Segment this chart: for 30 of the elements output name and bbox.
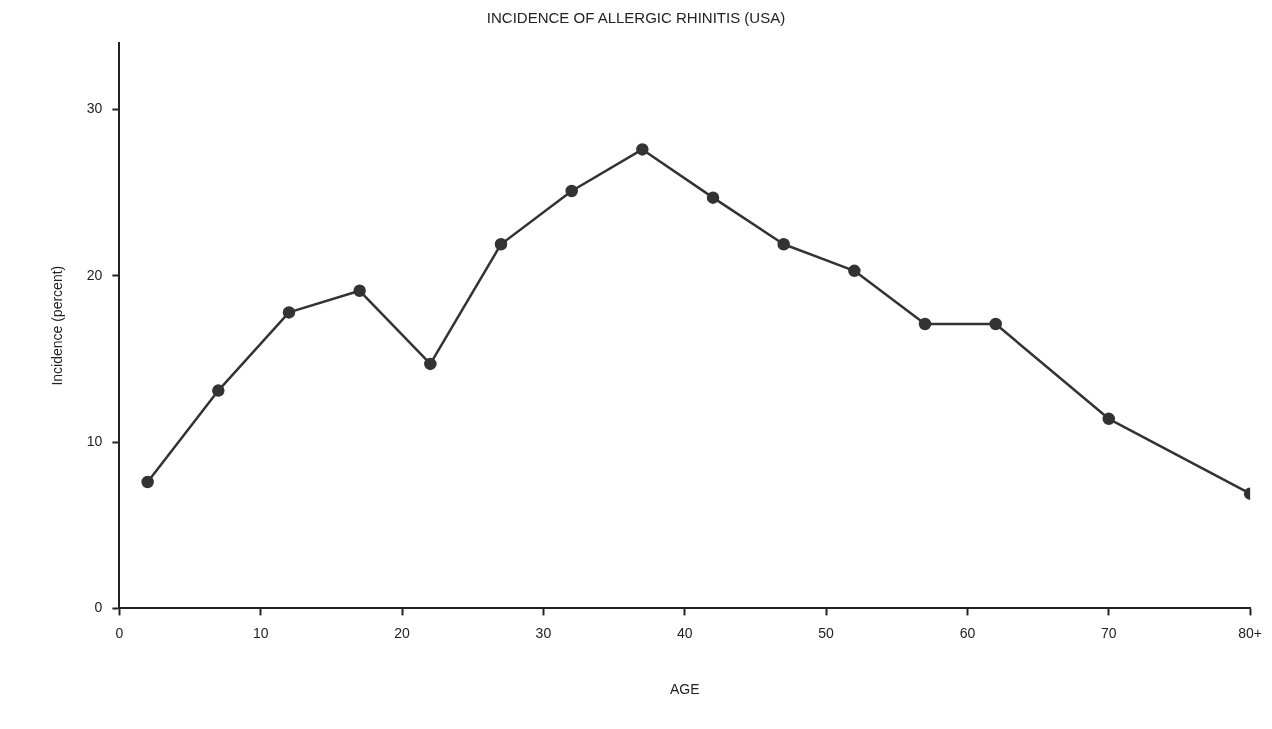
x-tick-label: 80+ — [1238, 624, 1262, 641]
point — [1102, 412, 1116, 426]
point — [989, 317, 1002, 331]
point — [706, 191, 720, 204]
x-tick-label: 70 — [1100, 624, 1117, 641]
y-tick-label: 30 — [86, 100, 103, 117]
y-tick-label: 20 — [86, 266, 103, 283]
point — [282, 306, 296, 319]
point — [353, 284, 366, 298]
point — [918, 317, 932, 331]
y-axis-title: Incidence (percent) — [49, 265, 66, 386]
x-axis-title: AGE — [669, 681, 700, 698]
point — [565, 184, 578, 198]
point — [141, 475, 154, 489]
point — [424, 357, 437, 371]
x-tick-label: 40 — [676, 624, 693, 641]
point — [636, 143, 649, 156]
x-tick-label: 0 — [115, 624, 124, 641]
point — [777, 237, 790, 251]
y-tick-label: 10 — [86, 432, 103, 449]
chart-title: INCIDENCE OF ALLERGIC RHINITIS (USA) — [486, 9, 786, 27]
point — [848, 264, 861, 278]
x-tick-label: 60 — [959, 624, 976, 641]
x-tick-label: 10 — [252, 624, 269, 641]
point — [212, 384, 225, 397]
x-tick-label: 20 — [394, 624, 411, 641]
point — [494, 237, 508, 251]
x-tick-label: 30 — [535, 624, 552, 641]
y-tick-label: 0 — [94, 599, 103, 616]
x-tick-label: 50 — [818, 624, 835, 641]
